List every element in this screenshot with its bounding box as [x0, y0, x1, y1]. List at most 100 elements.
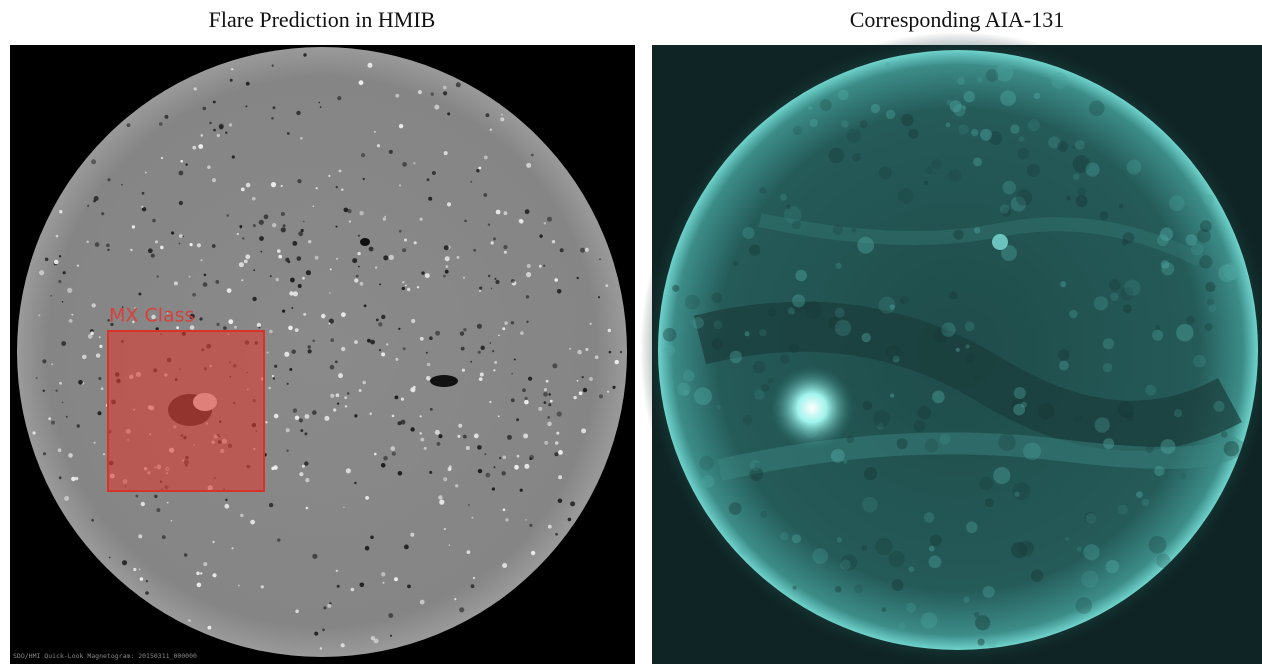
texture-dot — [293, 408, 297, 412]
texture-dot — [503, 508, 506, 511]
texture-dot — [161, 157, 163, 159]
texture-dot — [852, 153, 860, 161]
texture-dot — [208, 626, 212, 630]
texture-dot — [693, 317, 704, 328]
texture-dot — [370, 340, 375, 345]
texture-dot — [67, 288, 72, 293]
texture-dot — [552, 240, 555, 243]
texture-dot — [977, 77, 983, 83]
texture-dot — [234, 326, 237, 329]
texture-dot — [792, 534, 801, 543]
texture-dot — [784, 206, 802, 224]
texture-dot — [219, 125, 224, 130]
texture-dot — [1103, 338, 1114, 349]
texture-dot — [51, 421, 55, 425]
texture-dot — [253, 269, 255, 271]
texture-dot — [1058, 349, 1069, 360]
texture-dot — [141, 206, 143, 208]
texture-dot — [225, 132, 227, 134]
texture-dot — [489, 401, 491, 403]
texture-dot — [1141, 498, 1149, 506]
texture-dot — [327, 604, 331, 608]
texture-dot — [862, 333, 871, 342]
texture-dot — [713, 320, 722, 329]
texture-dot — [197, 243, 201, 247]
texture-dot — [507, 435, 512, 440]
texture-dot — [330, 365, 335, 370]
texture-dot — [437, 442, 441, 446]
texture-dot — [837, 537, 842, 542]
texture-dot — [810, 119, 818, 127]
texture-dot — [392, 415, 395, 418]
texture-dot — [780, 194, 787, 201]
texture-dot — [429, 471, 432, 474]
texture-dot — [554, 452, 558, 456]
texture-dot — [443, 86, 447, 90]
texture-dot — [964, 597, 970, 603]
texture-dot — [547, 416, 550, 419]
texture-dot — [470, 361, 472, 363]
texture-dot — [739, 546, 748, 555]
texture-dot — [203, 562, 207, 566]
texture-dot — [524, 464, 529, 469]
texture-dot — [395, 396, 399, 400]
texture-dot — [230, 79, 233, 82]
texture-dot — [360, 282, 364, 286]
texture-dot — [1071, 145, 1075, 149]
texture-dot — [306, 270, 311, 275]
texture-dot — [336, 186, 338, 188]
texture-dot — [974, 227, 980, 233]
texture-dot — [838, 90, 849, 101]
texture-dot — [438, 495, 442, 499]
texture-dot — [315, 256, 319, 260]
texture-dot — [87, 205, 89, 207]
texture-dot — [303, 313, 306, 316]
texture-dot — [395, 358, 398, 361]
texture-dot — [555, 533, 558, 536]
texture-dot — [871, 104, 880, 113]
texture-dot — [954, 230, 964, 240]
texture-dot — [278, 255, 282, 259]
texture-dot — [200, 317, 203, 320]
texture-dot — [336, 393, 340, 397]
texture-dot — [399, 124, 403, 128]
texture-dot — [305, 414, 310, 419]
texture-dot — [232, 155, 235, 158]
texture-dot — [492, 350, 494, 352]
texture-dot — [336, 226, 338, 228]
texture-dot — [852, 228, 857, 233]
texture-dot — [323, 606, 326, 609]
texture-dot — [558, 499, 563, 504]
texture-dot — [1014, 387, 1026, 399]
texture-dot — [384, 216, 386, 218]
texture-dot — [138, 534, 142, 538]
texture-dot — [1076, 597, 1093, 614]
texture-dot — [78, 380, 83, 385]
texture-dot — [568, 518, 572, 522]
texture-dot — [527, 264, 531, 268]
texture-dot — [835, 586, 842, 593]
texture-dot — [302, 465, 305, 468]
texture-dot — [917, 406, 931, 420]
texture-dot — [598, 296, 600, 298]
texture-dot — [477, 445, 482, 450]
texture-dot — [1057, 141, 1068, 152]
texture-dot — [889, 551, 905, 567]
texture-dot — [1073, 174, 1079, 180]
texture-dot — [993, 467, 1010, 484]
texture-dot — [524, 397, 527, 400]
texture-dot — [270, 275, 272, 277]
texture-dot — [526, 321, 528, 323]
texture-dot — [459, 607, 464, 612]
texture-dot — [503, 456, 507, 460]
texture-dot — [281, 227, 286, 232]
texture-dot — [1066, 196, 1071, 201]
texture-dot — [381, 352, 385, 356]
texture-dot — [493, 237, 496, 240]
texture-dot — [410, 387, 415, 392]
texture-dot — [402, 287, 405, 290]
texture-dot — [886, 110, 895, 119]
texture-dot — [958, 124, 969, 135]
texture-dot — [1186, 316, 1194, 324]
texture-dot — [77, 424, 80, 427]
